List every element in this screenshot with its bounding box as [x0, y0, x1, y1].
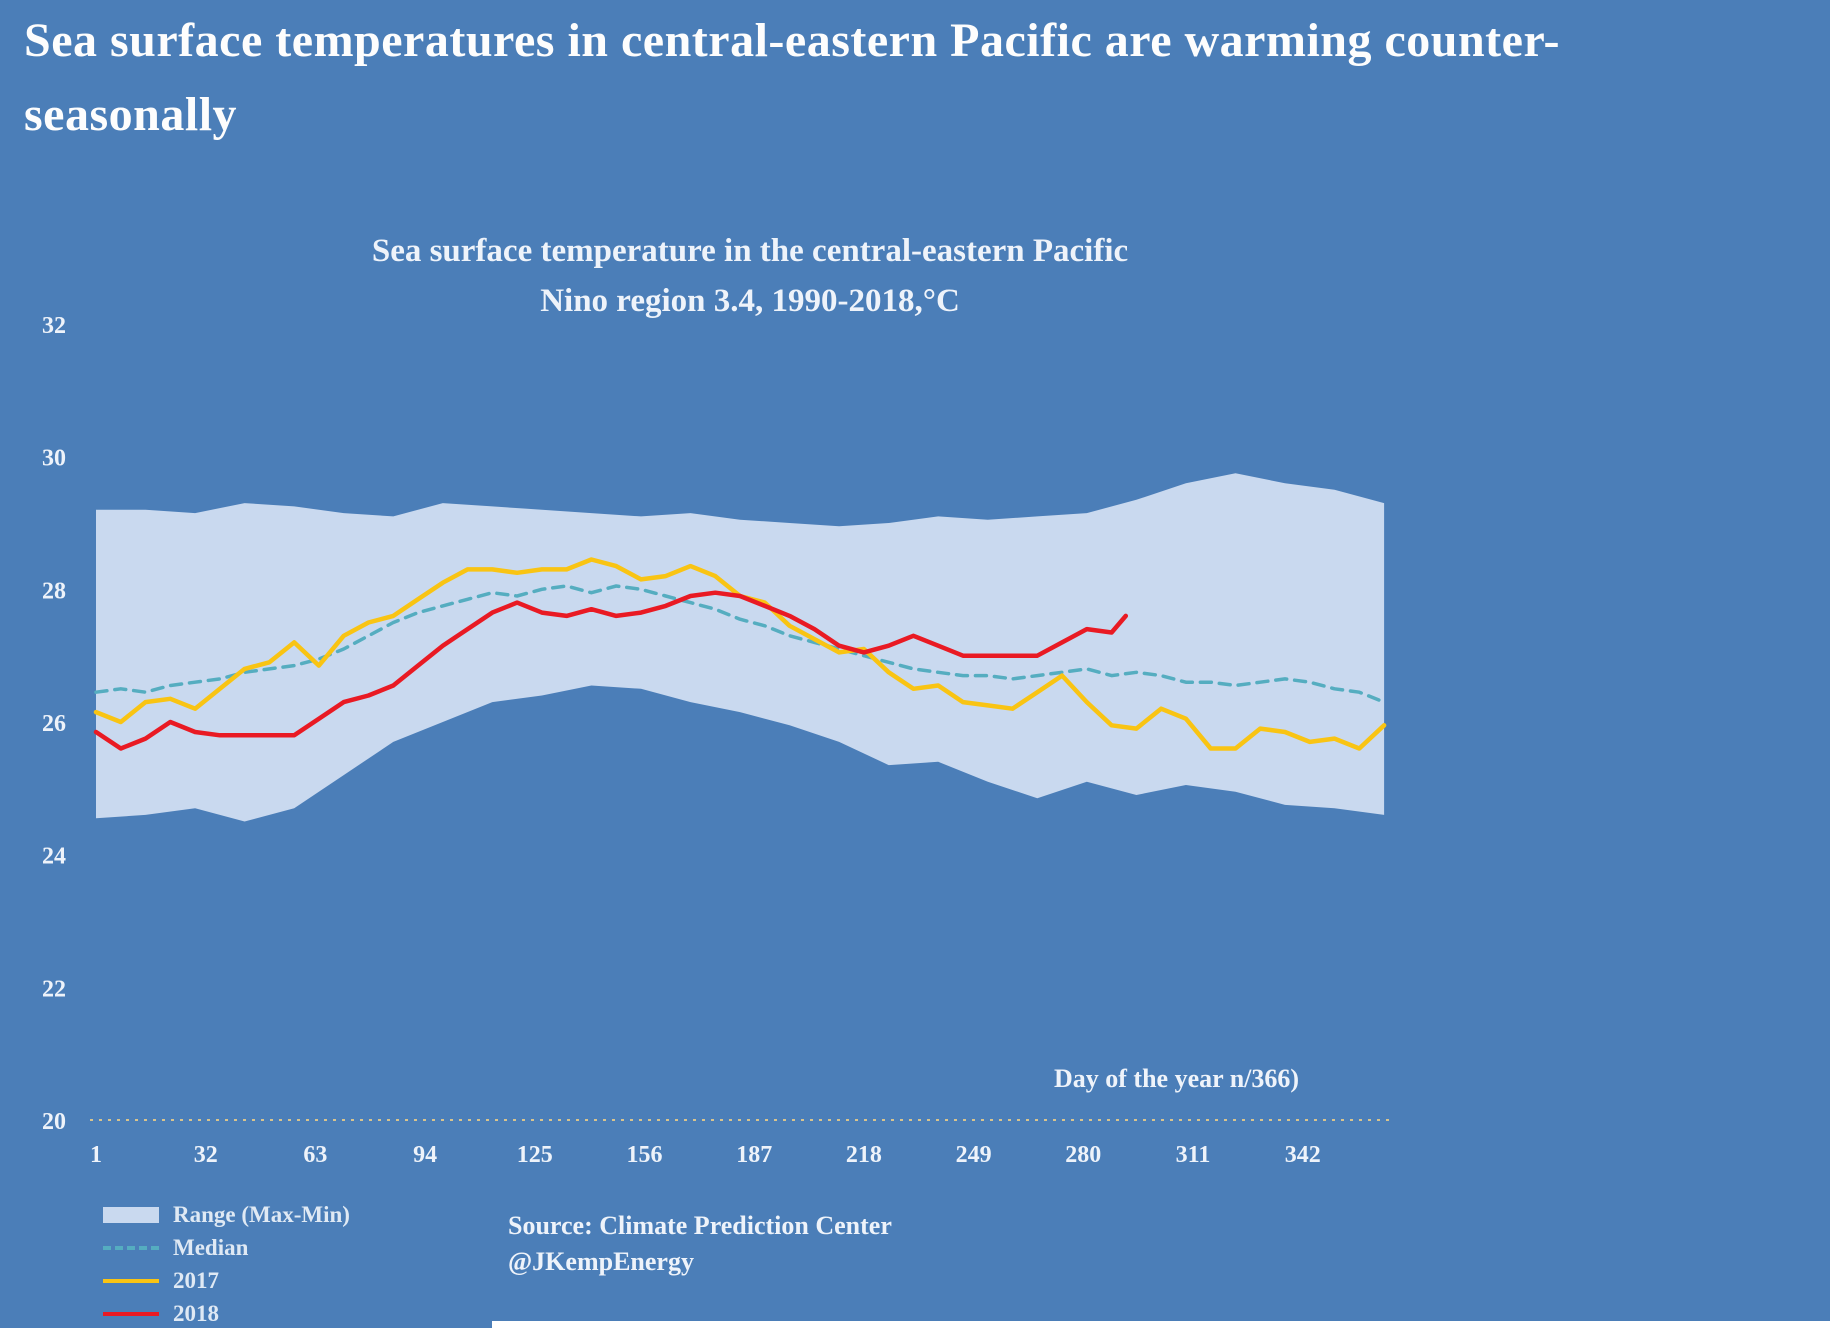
x-tick-94: 94 [413, 1142, 437, 1168]
series-line-2018 [93, 590, 1129, 751]
x-tick-187: 187 [736, 1142, 772, 1168]
source-attribution: Source: Climate Prediction Center @JKemp… [508, 1208, 892, 1280]
series-line-median [94, 584, 1386, 704]
legend-item-median: Median [103, 1231, 350, 1264]
range-band-swatch [103, 1206, 159, 1223]
source-line2: @JKempEnergy [508, 1247, 694, 1276]
chart-legend: Range (Max-Min) Median 2017 2018 [103, 1198, 350, 1328]
line-2017-swatch [103, 1278, 159, 1283]
x-tick-218: 218 [846, 1142, 882, 1168]
range-band [96, 473, 1385, 822]
source-line1: Source: Climate Prediction Center [508, 1211, 892, 1240]
x-tick-249: 249 [956, 1142, 992, 1168]
y-tick-32: 32 [42, 313, 66, 339]
x-axis-caption: Day of the year n/366) [1054, 1064, 1300, 1093]
line-2018-swatch [103, 1311, 159, 1316]
y-tick-20: 20 [42, 1109, 66, 1135]
y-tick-26: 26 [42, 711, 66, 737]
x-tick-125: 125 [517, 1142, 553, 1168]
legend-item-2018: 2018 [103, 1297, 350, 1328]
legend-item-range: Range (Max-Min) [103, 1198, 350, 1231]
y-tick-22: 22 [42, 976, 66, 1002]
bottom-white-strip [492, 1321, 1830, 1328]
x-tick-1: 1 [90, 1142, 102, 1168]
chart-title-line2: Nino region 3.4, 1990-2018,°C [540, 283, 960, 319]
chart-title-line1: Sea surface temperature in the central-e… [371, 233, 1129, 269]
x-tick-156: 156 [627, 1142, 663, 1168]
y-tick-24: 24 [42, 844, 66, 870]
x-tick-280: 280 [1065, 1142, 1101, 1168]
x-tick-63: 63 [303, 1142, 327, 1168]
legend-item-2017: 2017 [103, 1264, 350, 1297]
legend-label-2017: 2017 [173, 1267, 219, 1293]
page-title-line1: Sea surface temperatures in central-east… [24, 14, 1560, 67]
x-tick-342: 342 [1285, 1142, 1321, 1168]
x-tick-311: 311 [1176, 1142, 1211, 1168]
y-tick-30: 30 [42, 446, 66, 472]
legend-label-2018: 2018 [173, 1300, 219, 1326]
y-tick-28: 28 [42, 578, 66, 604]
x-tick-32: 32 [194, 1142, 218, 1168]
median-line-swatch [103, 1245, 159, 1250]
legend-label-median: Median [173, 1234, 249, 1260]
chart-title: Sea surface temperature in the central-e… [300, 226, 1200, 326]
page-title-line2: seasonally [24, 88, 238, 141]
legend-label-range: Range (Max-Min) [173, 1201, 350, 1227]
page-title: Sea surface temperatures in central-east… [24, 4, 1814, 152]
